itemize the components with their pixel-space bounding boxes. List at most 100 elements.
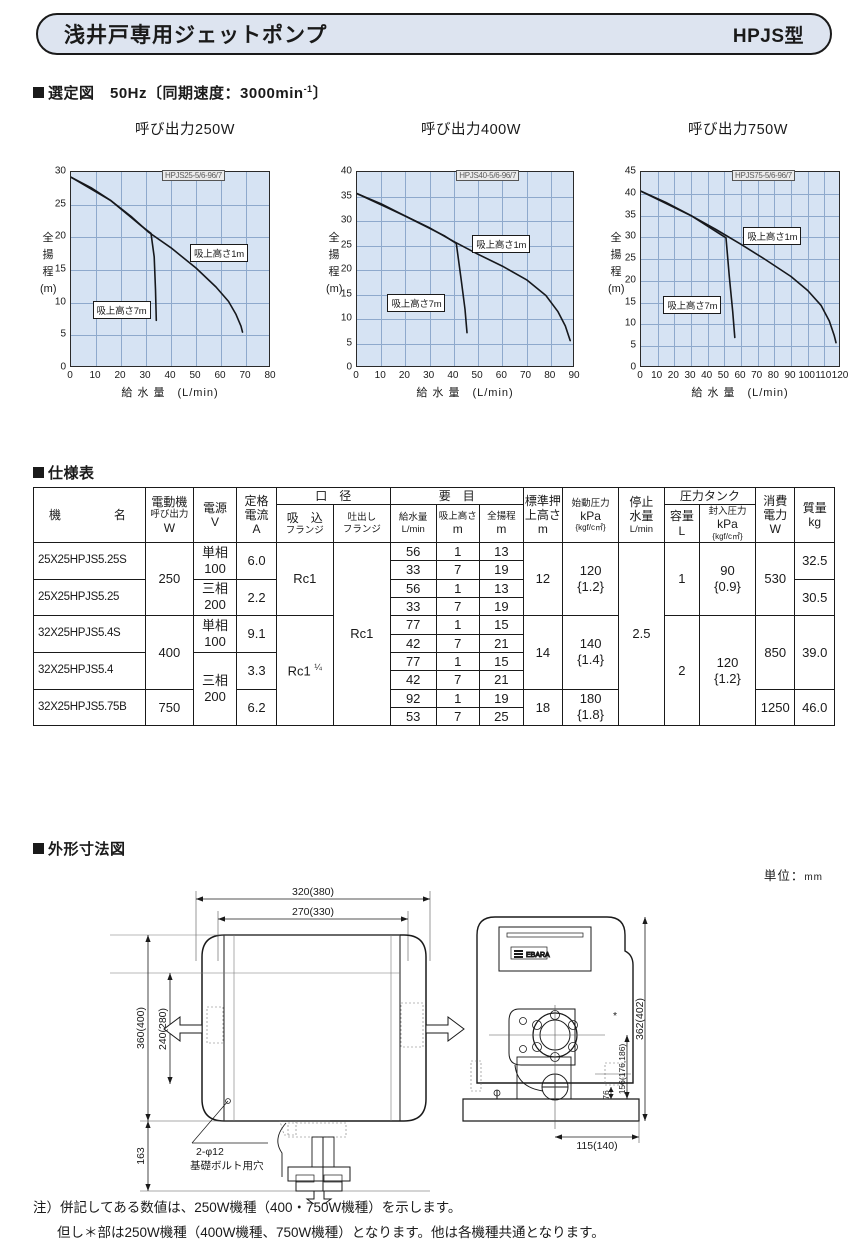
gridline-h <box>357 343 573 345</box>
th-motor-output: 電動機 呼び出力 W <box>145 487 194 543</box>
bullet-square-icon-2 <box>33 467 44 478</box>
unit-label: 単位： <box>763 869 805 883</box>
cell-suction-flange: Rc1 <box>275 541 334 617</box>
chart-xlabel-2: 給 水 量 (L/min) <box>416 387 514 399</box>
gridline-h <box>357 221 573 222</box>
th-discharge-flange: 吐出し フランジ <box>332 504 391 543</box>
chart-2: 呼び出力400W 全揚程 (m) 0 5 10 15 20 25 30 35 40 0 10 20 30 40 5… <box>326 118 616 401</box>
cell-mass: 32.5 <box>794 541 835 580</box>
cell-start-pressure: 140 {1.4} <box>562 615 620 690</box>
cell-machine-name: 25X25HPJS5.25S <box>32 541 147 580</box>
gridline-v <box>691 172 692 366</box>
gridline-v <box>502 172 504 366</box>
cell-mass: 39.0 <box>794 615 835 690</box>
cell-total-head: 13 <box>479 541 524 562</box>
gridline-v <box>674 172 676 366</box>
chart-callout-3-1: 吸上高さ1m <box>743 227 802 246</box>
chart-callout-2-1: 吸上高さ1m <box>472 235 531 254</box>
cell-tank-capacity: 2 <box>663 615 701 727</box>
chart-title-2: 呼び出力400W <box>421 122 521 138</box>
th-suction-head: 吸上高さ m <box>435 504 481 543</box>
ytick-2-15: 15 <box>340 288 352 299</box>
gridline-h <box>71 237 269 239</box>
th-stop-water: 停止 水量 L/min <box>618 487 665 543</box>
cell-suction-head: 7 <box>435 560 481 580</box>
cell-flow-rate: 56 <box>389 541 437 562</box>
gridline-h <box>641 237 839 239</box>
dim-front-height-mid: 156(176,186) <box>617 1044 627 1095</box>
gridline-h <box>641 193 839 195</box>
ytick-2-5: 5 <box>346 337 352 348</box>
selection-chart-label: 選定図 50Hz〔同期速度：3000min <box>48 85 304 102</box>
ytick-1-20: 20 <box>54 230 66 242</box>
xtick-3-90: 90 <box>784 370 796 381</box>
outline-drawing-label: 外形寸法図 <box>48 841 126 858</box>
gridline-h <box>357 319 573 320</box>
chart-title-3: 呼び出力750W <box>688 122 788 138</box>
gridline-h <box>71 302 269 304</box>
dim-base-height: 163 <box>135 1147 147 1165</box>
cell-suction-head: 1 <box>435 651 481 672</box>
xtick-3-120: 120 <box>831 370 849 381</box>
ytick-3-0: 0 <box>630 361 636 373</box>
gridline-h <box>357 294 573 296</box>
chart-ylabel-2: 全揚程 (m) <box>326 231 343 295</box>
th-rated-current: 定格 電流 A <box>236 487 277 543</box>
xtick-1-80: 80 <box>264 370 276 381</box>
cell-flow-rate: 92 <box>389 688 437 708</box>
product-model-type: HPJS型 <box>732 25 804 47</box>
chart-1: 呼び出力250W 全揚程 (m) 0 5 10 15 20 25 30 0 10 20 30 40 50 60 7… <box>40 118 330 401</box>
gridline-h <box>71 270 269 271</box>
cell-suction-head: 7 <box>435 596 481 617</box>
cell-start-pressure: 120 {1.2} <box>562 541 620 617</box>
cell-total-head: 15 <box>479 651 524 672</box>
gridline-h <box>641 346 839 348</box>
xtick-1-20: 20 <box>114 370 126 381</box>
ytick-1-5: 5 <box>60 328 66 340</box>
xtick-2-80: 80 <box>544 370 556 381</box>
cell-total-head: 19 <box>479 688 524 708</box>
gridline-v <box>381 172 383 366</box>
gridline-h <box>641 215 839 217</box>
cell-motor-output: 750 <box>145 688 194 727</box>
section-heading-selection-chart: 選定図 50Hz〔同期速度：3000min-1〕 <box>33 82 328 103</box>
ytick-3-10: 10 <box>624 317 636 329</box>
xtick-1-0: 0 <box>67 370 73 381</box>
gridline-v <box>121 172 122 366</box>
brand-text: EBARA <box>526 952 550 959</box>
bolt-note-line2: 基礎ボルト用穴 <box>190 1159 264 1172</box>
section-heading-spec-table: 仕様表 <box>33 462 95 483</box>
gridline-v <box>707 172 709 366</box>
chart-ylabel-1: 全揚程 (m) <box>40 231 57 295</box>
gridline-v <box>405 172 407 366</box>
cell-suction-head: 1 <box>435 615 481 635</box>
xtick-3-110: 110 <box>815 370 832 381</box>
section-heading-outline-drawing: 外形寸法図 <box>33 838 126 859</box>
xtick-1-50: 50 <box>189 370 201 381</box>
th-power-consumption: 消費 電力 W <box>755 487 796 543</box>
ytick-3-15: 15 <box>624 296 636 308</box>
curve-吸上高さ1m <box>641 190 837 344</box>
plot-area-1: 全揚程 (m) 0 5 10 15 20 25 30 0 10 20 30 40 50 60 70 80 HPJS2… <box>40 145 330 401</box>
gridline-v <box>526 172 528 366</box>
th-total-head: 全揚程 m <box>479 504 524 543</box>
curve-吸上高さ1m <box>357 192 571 342</box>
ytick-2-25: 25 <box>340 239 352 250</box>
cell-std-push-head: 12 <box>522 541 564 617</box>
table-row: 32X25HPJS5.75B 750 6.2 92 1 19 18 180 {1.8} 1250 4… <box>32 688 835 727</box>
unit-value: mm <box>804 872 823 883</box>
cell-power-supply: 単相 100 <box>192 541 238 580</box>
plot-panel-1 <box>70 171 270 367</box>
bolt-note-line1: 2-φ12 <box>196 1146 224 1158</box>
selection-charts: 呼び出力250W 全揚程 (m) 0 5 10 15 20 25 30 0 10 20 30 40 50 60 7… <box>0 118 868 399</box>
cell-suction-head: 1 <box>435 688 481 708</box>
cell-suction-head: 7 <box>435 633 481 653</box>
side-view-drawing: 320(380) 270(330) 360(400) 240(280) 163 … <box>110 886 465 1204</box>
xtick-1-10: 10 <box>89 370 101 381</box>
gridline-h <box>357 270 573 271</box>
curve-吸上高さ7m <box>357 192 468 334</box>
xtick-3-100: 100 <box>798 370 815 381</box>
xtick-1-30: 30 <box>139 370 151 381</box>
ytick-3-30: 30 <box>624 230 636 242</box>
ytick-2-35: 35 <box>340 190 352 201</box>
